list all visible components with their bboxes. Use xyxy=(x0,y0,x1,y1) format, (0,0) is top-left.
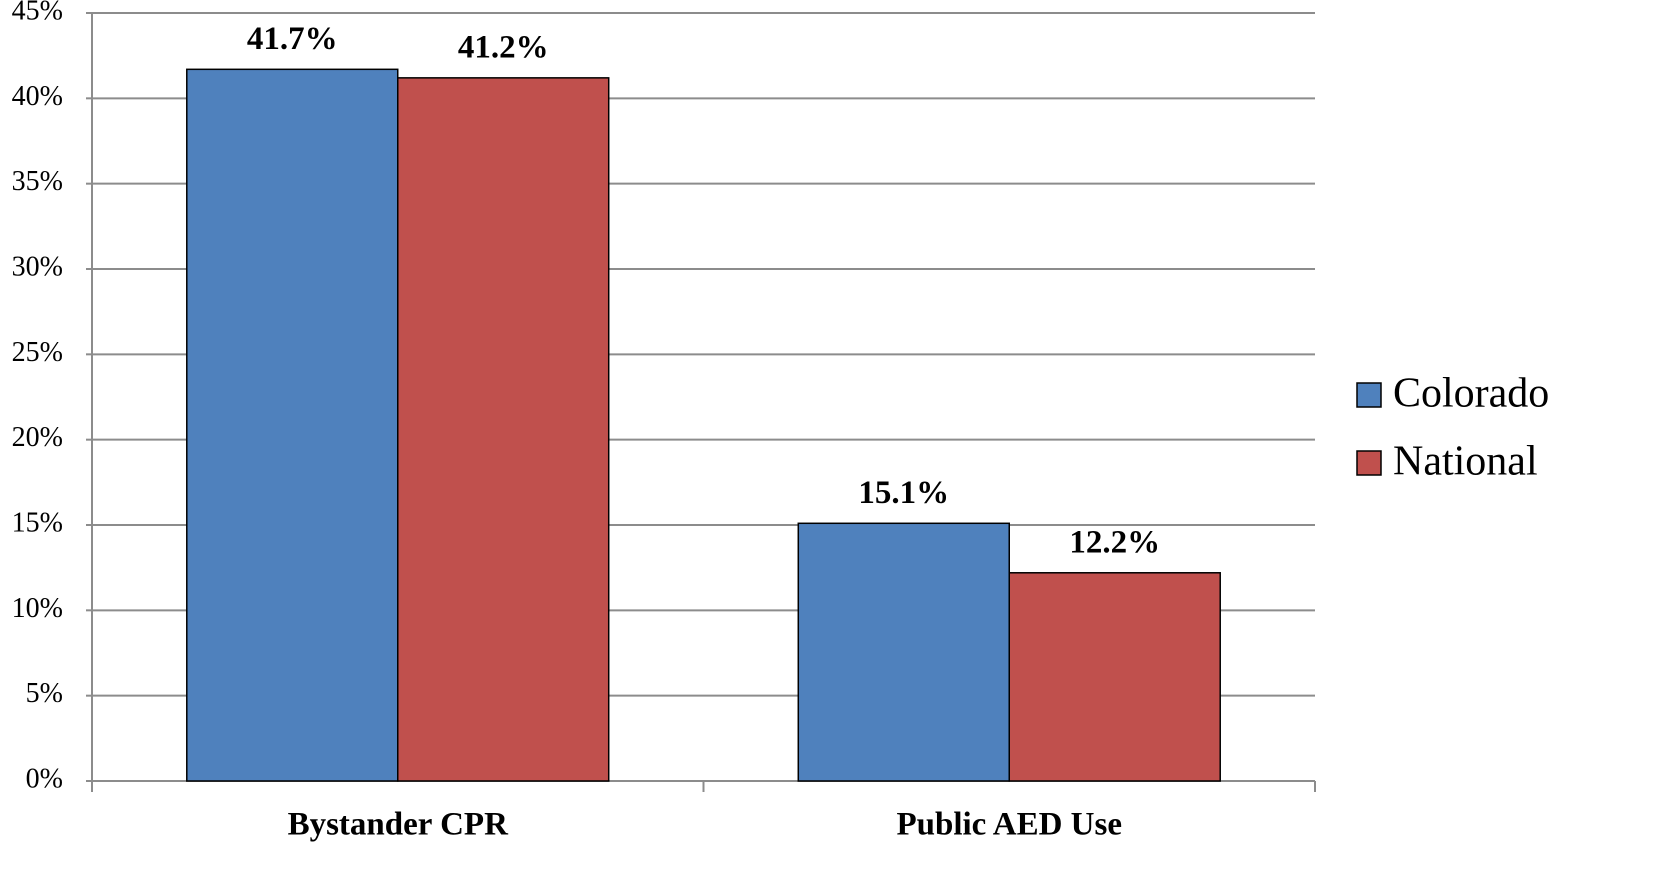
data-label: 12.2% xyxy=(1069,524,1160,560)
y-tick-label: 25% xyxy=(12,337,63,368)
y-tick-label: 5% xyxy=(26,678,63,709)
data-label: 41.7% xyxy=(247,21,338,57)
data-label: 15.1% xyxy=(858,475,949,511)
y-tick-label: 35% xyxy=(12,166,63,197)
y-tick-label: 15% xyxy=(12,507,63,538)
legend-label: Colorado xyxy=(1393,371,1549,417)
bar xyxy=(797,522,1010,782)
legend-swatch xyxy=(1356,450,1382,476)
y-tick-label: 40% xyxy=(12,81,63,112)
legend-label: National xyxy=(1393,439,1538,485)
bar xyxy=(397,77,610,782)
x-tick-label: Bystander CPR xyxy=(288,807,509,843)
y-tick-label: 30% xyxy=(12,251,63,282)
x-tick-label: Public AED Use xyxy=(896,807,1122,843)
bar xyxy=(1008,572,1221,782)
bar xyxy=(186,68,399,782)
y-tick-label: 10% xyxy=(12,593,63,624)
data-label: 41.2% xyxy=(458,29,549,65)
y-tick-label: 20% xyxy=(12,422,63,453)
y-tick-label: 45% xyxy=(12,0,63,26)
y-tick-label: 0% xyxy=(26,763,63,794)
legend-swatch xyxy=(1356,382,1382,408)
